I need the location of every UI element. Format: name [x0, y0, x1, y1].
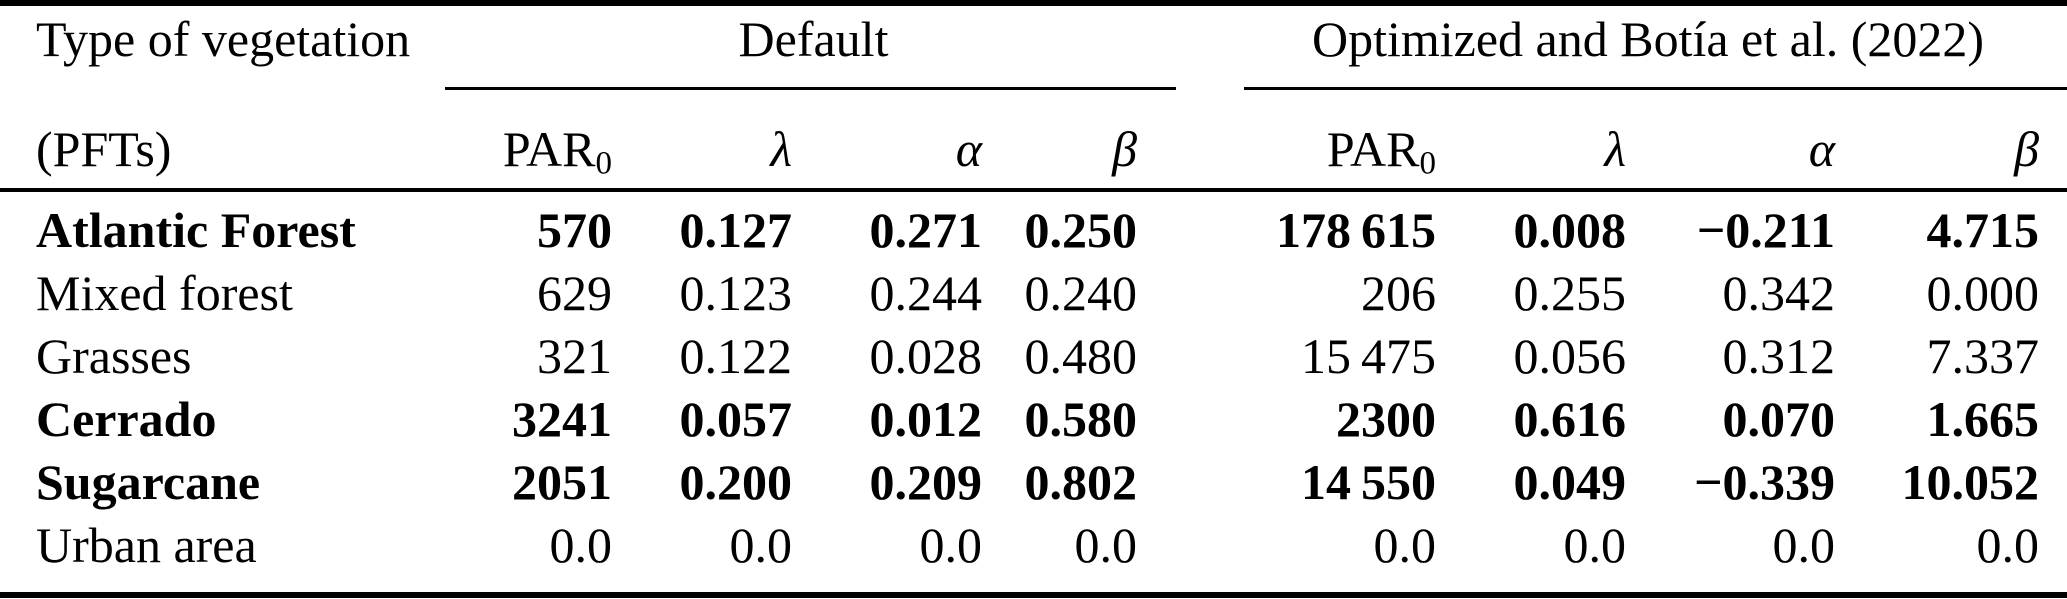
subheader-par0-default: PAR0: [446, 112, 620, 179]
par-subscript: 0: [1419, 144, 1437, 181]
cell-default-beta: 0.480: [1024, 328, 1138, 384]
row-urban-area: Urban area 0.0 0.0 0.0 0.0 0.0 0.0 0.0 0…: [0, 514, 2067, 577]
group-header-optimized: Optimized and Botía et al. (2022): [1145, 6, 2067, 67]
cell-default-lambda: 0.127: [679, 202, 793, 258]
group-header-optimized-label: Optimized and Botía et al. (2022): [1311, 11, 1985, 67]
cell-optimized-lambda: 0.0: [1563, 517, 1627, 573]
par-subscript: 0: [595, 144, 613, 181]
cell-optimized-par0: 0.0: [1373, 517, 1437, 573]
cell-default-lambda: 0.200: [679, 454, 793, 510]
group-header-default-label: Default: [738, 11, 889, 67]
header-pfts: (PFTs): [36, 120, 172, 177]
cell-default-alpha: 0.271: [869, 202, 983, 258]
cell-default-beta: 0.580: [1024, 391, 1138, 447]
rule-optimized-group: [1244, 87, 2067, 90]
par0-label: PAR0: [1326, 120, 1436, 179]
cell-optimized-par0: 2300: [1336, 391, 1436, 447]
cell-optimized-par0: 15 475: [1300, 328, 1436, 384]
cell-optimized-lambda: 0.056: [1513, 328, 1627, 384]
cell-optimized-alpha: 0.0: [1772, 517, 1836, 573]
cell-default-lambda: 0.122: [679, 328, 793, 384]
cell-optimized-lambda: 0.049: [1513, 454, 1627, 510]
cell-optimized-alpha: 0.312: [1722, 328, 1836, 384]
subheader-alpha-optimized: α: [1808, 120, 1835, 177]
table-body: Atlantic Forest 570 0.127 0.271 0.250 17…: [0, 199, 2067, 577]
row-cerrado: Cerrado 3241 0.057 0.012 0.580 2300 0.61…: [0, 388, 2067, 451]
table-header: Type of vegetation Default Optimized and…: [0, 6, 2067, 188]
group-header-default: Default: [446, 6, 1145, 67]
rule-default-group: [445, 87, 1176, 90]
cell-optimized-beta: 0.000: [1926, 265, 2040, 321]
cell-default-beta: 0.802: [1024, 454, 1138, 510]
row-mixed-forest: Mixed forest 629 0.123 0.244 0.240 206 0…: [0, 262, 2067, 325]
par0-label: PAR0: [502, 120, 612, 179]
subheader-lambda-optimized: λ: [1604, 120, 1626, 177]
cell-default-par0: 3241: [512, 391, 612, 447]
cell-default-par0: 0.0: [549, 517, 613, 573]
cell-default-alpha: 0.244: [869, 265, 983, 321]
subheader-par0-optimized: PAR0: [1145, 112, 1444, 179]
cell-pft-name: Sugarcane: [36, 454, 261, 510]
cell-default-par0: 321: [537, 328, 612, 384]
row-sugarcane: Sugarcane 2051 0.200 0.209 0.802 14 550 …: [0, 451, 2067, 514]
cell-pft-name: Grasses: [36, 328, 192, 384]
cell-default-par0: 2051: [512, 454, 612, 510]
cell-optimized-alpha: 0.342: [1722, 265, 1836, 321]
cell-optimized-par0: 14 550: [1300, 454, 1436, 510]
cell-optimized-lambda: 0.616: [1513, 391, 1627, 447]
cell-optimized-par0: 206: [1361, 265, 1436, 321]
cell-default-alpha: 0.209: [869, 454, 983, 510]
cell-optimized-beta: 7.337: [1926, 328, 2040, 384]
rule-bottom: [0, 592, 2067, 598]
cell-default-beta: 0.250: [1024, 202, 1138, 258]
cell-default-beta: 0.0: [1074, 517, 1138, 573]
cell-optimized-beta: 10.052: [1901, 454, 2040, 510]
cell-optimized-beta: 0.0: [1976, 517, 2040, 573]
cell-optimized-lambda: 0.255: [1513, 265, 1627, 321]
cell-optimized-par0: 178 615: [1275, 202, 1436, 258]
subheader-lambda-default: λ: [770, 120, 792, 177]
row-atlantic-forest: Atlantic Forest 570 0.127 0.271 0.250 17…: [0, 199, 2067, 262]
cell-default-lambda: 0.123: [679, 265, 793, 321]
cell-optimized-alpha: −0.339: [1694, 454, 1835, 510]
cell-default-par0: 570: [537, 202, 612, 258]
cell-default-lambda: 0.057: [679, 391, 793, 447]
cell-pft-name: Mixed forest: [36, 265, 293, 321]
cell-pft-name: Atlantic Forest: [36, 202, 356, 258]
cell-default-alpha: 0.028: [869, 328, 983, 384]
header-row-groups: Type of vegetation Default Optimized and…: [0, 6, 2067, 100]
header-type-of-vegetation: Type of vegetation: [36, 11, 411, 67]
cell-default-alpha: 0.0: [919, 517, 983, 573]
cell-optimized-beta: 4.715: [1926, 202, 2040, 258]
rule-top: [0, 0, 2067, 6]
cell-default-beta: 0.240: [1024, 265, 1138, 321]
cell-optimized-alpha: −0.211: [1696, 202, 1835, 258]
cell-optimized-lambda: 0.008: [1513, 202, 1627, 258]
cell-pft-name: Cerrado: [36, 391, 217, 447]
cell-pft-name: Urban area: [36, 517, 257, 573]
rule-header-separator: [0, 188, 2067, 192]
row-grasses: Grasses 321 0.122 0.028 0.480 15 475 0.0…: [0, 325, 2067, 388]
cell-optimized-alpha: 0.070: [1722, 391, 1836, 447]
cell-default-par0: 629: [537, 265, 612, 321]
subheader-beta-optimized: β: [2014, 120, 2039, 177]
cell-default-alpha: 0.012: [869, 391, 983, 447]
subheader-alpha-default: α: [955, 120, 982, 177]
cell-default-lambda: 0.0: [729, 517, 793, 573]
subheader-beta-default: β: [1112, 120, 1137, 177]
par-base: PAR: [1326, 120, 1420, 177]
par-base: PAR: [502, 120, 596, 177]
header-row-columns: (PFTs) PAR0 λ α β PAR0 λ α β: [0, 100, 2067, 188]
cell-optimized-beta: 1.665: [1926, 391, 2040, 447]
